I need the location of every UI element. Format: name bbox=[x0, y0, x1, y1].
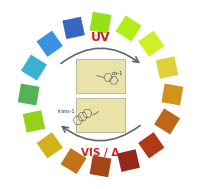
Text: trans-1: trans-1 bbox=[57, 109, 75, 114]
Polygon shape bbox=[117, 149, 139, 172]
Polygon shape bbox=[161, 84, 182, 105]
Polygon shape bbox=[137, 31, 164, 57]
Polygon shape bbox=[153, 108, 179, 134]
Polygon shape bbox=[21, 55, 47, 81]
Bar bbox=[76, 59, 124, 93]
Circle shape bbox=[40, 34, 160, 155]
Bar bbox=[76, 98, 124, 132]
Polygon shape bbox=[89, 12, 111, 34]
Text: VIS / Δ: VIS / Δ bbox=[81, 148, 119, 158]
Text: cis-1: cis-1 bbox=[111, 71, 123, 76]
Polygon shape bbox=[36, 132, 63, 158]
Polygon shape bbox=[137, 132, 164, 158]
Text: UV: UV bbox=[90, 31, 110, 44]
Polygon shape bbox=[60, 148, 86, 174]
Polygon shape bbox=[36, 31, 63, 57]
Polygon shape bbox=[155, 56, 177, 79]
Polygon shape bbox=[62, 17, 84, 39]
Polygon shape bbox=[115, 15, 141, 41]
Polygon shape bbox=[18, 84, 39, 105]
Polygon shape bbox=[23, 110, 45, 133]
Polygon shape bbox=[89, 155, 111, 177]
